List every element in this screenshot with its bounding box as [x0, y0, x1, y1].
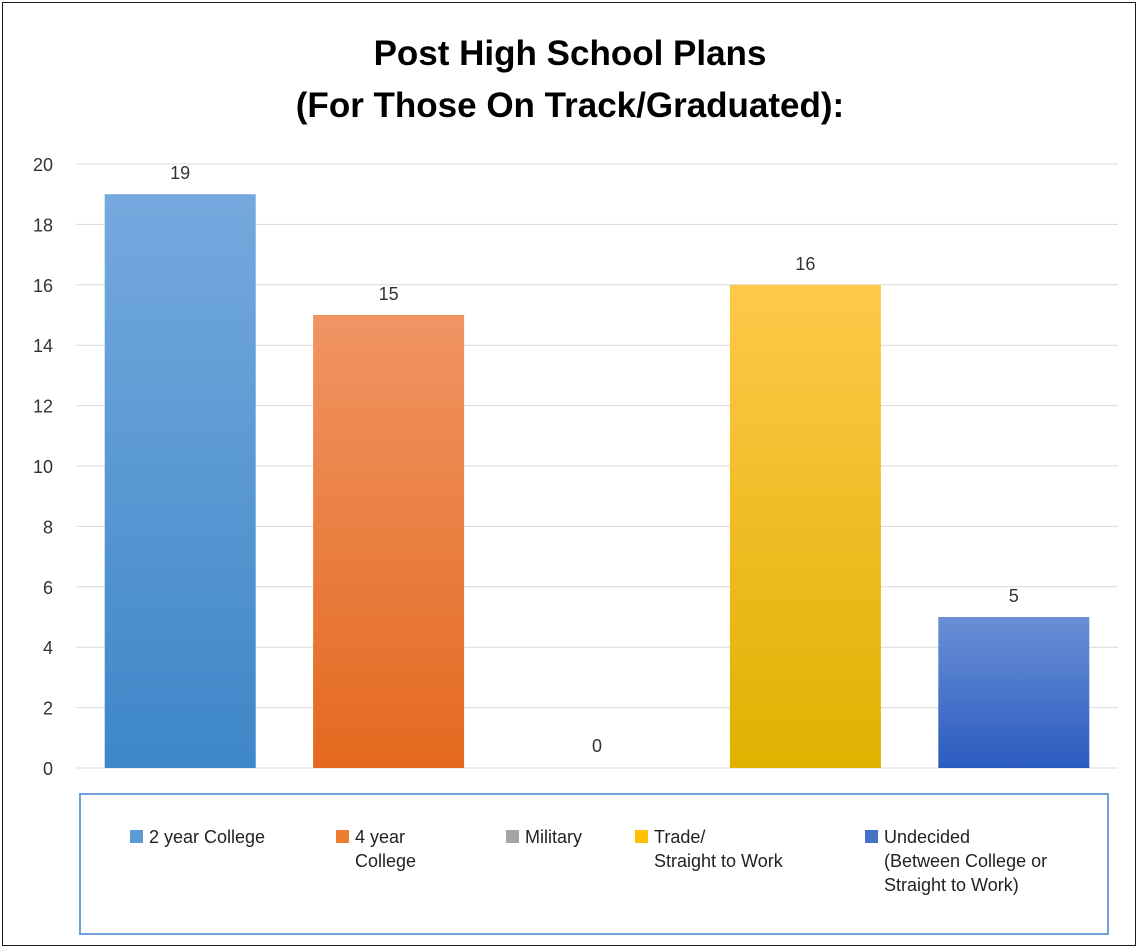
legend-swatch-4 — [635, 830, 648, 843]
bar-5 — [938, 617, 1090, 768]
legend-item-3: Military — [506, 825, 582, 849]
legend-label-3: Military — [525, 827, 582, 847]
legend-item-2: 4 year College — [336, 825, 416, 873]
legend-item-4: Trade/ Straight to Work — [635, 825, 783, 873]
data-labels: 19 15 0 16 5 — [170, 163, 1019, 756]
legend-swatch-1 — [130, 830, 143, 843]
legend-label-1: 2 year College — [149, 827, 266, 847]
legend-label-4: Trade/ Straight to Work — [654, 827, 783, 871]
legend-swatch-2 — [336, 830, 349, 843]
y-tick-label-6: 6 — [43, 578, 53, 598]
chart-title: Post High School Plans (For Those On Tra… — [0, 28, 1140, 132]
y-tick-label-0: 0 — [43, 759, 53, 779]
bar-4 — [729, 284, 881, 768]
y-tick-label-10: 10 — [33, 457, 53, 477]
y-tick-label-12: 12 — [33, 397, 53, 417]
legend-swatch-5 — [865, 830, 878, 843]
y-tick-label-14: 14 — [33, 336, 53, 356]
y-tick-label-20: 20 — [33, 155, 53, 175]
legend: 2 year College 4 year College Military Trad… — [79, 793, 1109, 935]
data-label-5: 5 — [1009, 586, 1019, 606]
legend-swatch-3 — [506, 830, 519, 843]
y-tick-label-2: 2 — [43, 699, 53, 719]
legend-item-5: Undecided (Between College or Straight t… — [865, 825, 1047, 897]
data-label-2: 15 — [379, 284, 399, 304]
chart-title-line-2: (For Those On Track/Graduated): — [295, 86, 845, 125]
legend-label-2: 4 year College — [355, 827, 417, 871]
chart-title-line-1: Post High School Plans — [373, 34, 767, 73]
data-label-1: 19 — [170, 163, 190, 183]
bar-2 — [313, 315, 465, 768]
bar-1 — [104, 194, 256, 768]
y-tick-label-18: 18 — [33, 215, 53, 235]
y-axis-tick-labels: 0 2 4 6 8 10 12 14 16 18 20 — [33, 155, 53, 779]
legend-label-5: Undecided (Between College or Straight t… — [884, 827, 1048, 895]
bars — [104, 194, 1090, 768]
y-tick-label-4: 4 — [43, 638, 53, 658]
y-tick-label-16: 16 — [33, 276, 53, 296]
data-label-4: 16 — [795, 254, 815, 274]
y-tick-label-8: 8 — [43, 517, 53, 537]
data-label-3: 0 — [592, 736, 602, 756]
legend-item-1: 2 year College — [130, 825, 265, 849]
